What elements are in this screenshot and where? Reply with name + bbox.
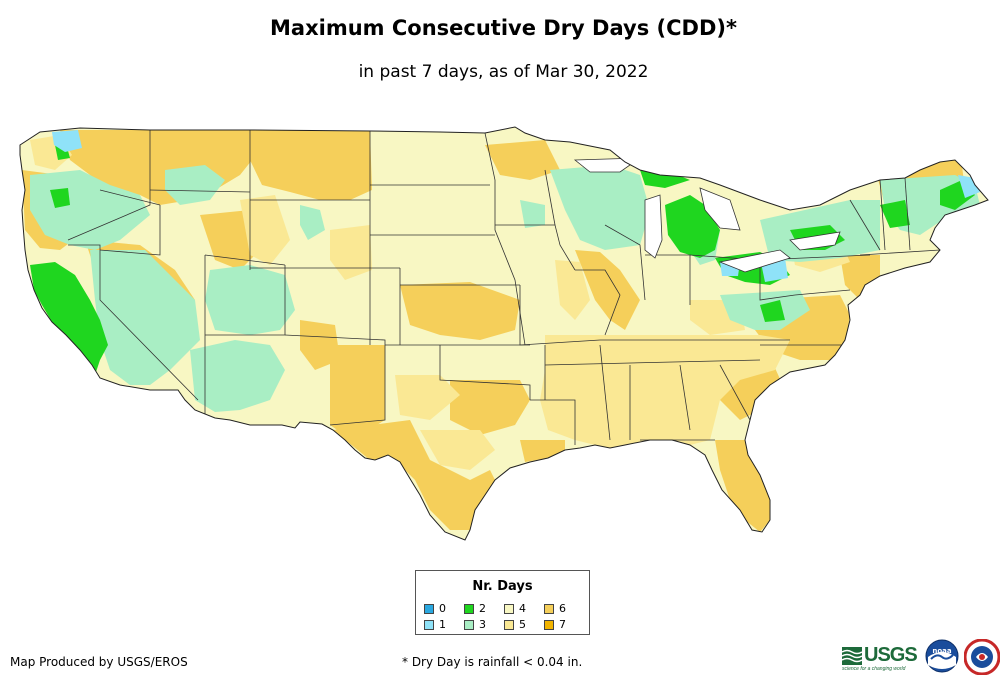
legend-swatch xyxy=(544,619,554,630)
noaa-logo: noaa xyxy=(925,639,959,677)
legend-swatch xyxy=(504,619,514,630)
map-credit: Map Produced by USGS/EROS xyxy=(10,655,188,669)
legend-item: 3 xyxy=(464,618,504,631)
legend-label: 0 xyxy=(439,602,446,615)
legend-swatch xyxy=(424,603,434,614)
dry-day-footnote: * Dry Day is rainfall < 0.04 in. xyxy=(402,655,583,669)
legend-title: Nr. Days xyxy=(472,579,533,594)
noaa-text: noaa xyxy=(932,647,952,655)
legend-item: 2 xyxy=(464,602,504,615)
legend: Nr. Days 0 2 4 6 1 3 5 7 xyxy=(415,570,590,635)
legend-grid: 0 2 4 6 1 3 5 7 xyxy=(424,602,589,631)
map-subtitle: in past 7 days, as of Mar 30, 2022 xyxy=(358,62,649,82)
legend-swatch xyxy=(464,603,474,614)
legend-label: 4 xyxy=(519,602,526,615)
usgs-wave-icon xyxy=(841,646,863,665)
legend-label: 1 xyxy=(439,618,446,631)
usgs-logo: USGS xyxy=(841,644,918,667)
legend-swatch xyxy=(464,619,474,630)
agency-logos: USGS science for a changing world noaa xyxy=(841,638,1002,679)
usgs-wordmark: USGS xyxy=(864,644,918,666)
legend-label: 6 xyxy=(559,602,566,615)
legend-item: 5 xyxy=(504,618,544,631)
legend-item: 7 xyxy=(544,618,584,631)
legend-label: 3 xyxy=(479,618,486,631)
legend-item: 0 xyxy=(424,602,464,615)
legend-label: 5 xyxy=(519,618,526,631)
legend-item: 6 xyxy=(544,602,584,615)
usgs-tagline: science for a changing world xyxy=(842,666,906,672)
conus-dry-days-map xyxy=(19,126,989,541)
legend-swatch xyxy=(504,603,514,614)
legend-label: 2 xyxy=(479,602,486,615)
legend-label: 7 xyxy=(559,618,566,631)
legend-item: 1 xyxy=(424,618,464,631)
legend-swatch xyxy=(424,619,434,630)
legend-item: 4 xyxy=(504,602,544,615)
legend-swatch xyxy=(544,603,554,614)
map-title: Maximum Consecutive Dry Days (CDD)* xyxy=(270,16,737,40)
nws-logo xyxy=(963,638,1001,679)
